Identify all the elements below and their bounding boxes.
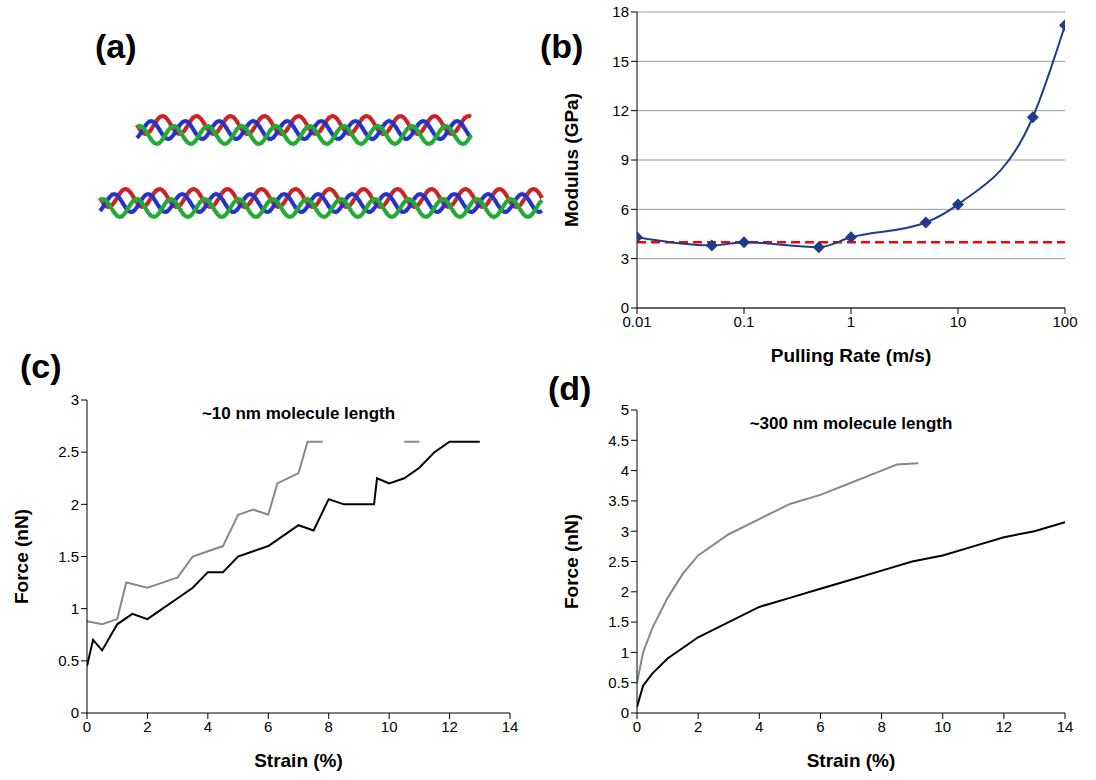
svg-text:4: 4	[204, 718, 212, 735]
svg-text:100: 100	[1052, 313, 1077, 330]
svg-text:Force (nN): Force (nN)	[11, 509, 32, 604]
svg-text:1.5: 1.5	[58, 548, 79, 565]
svg-text:8: 8	[877, 718, 885, 735]
svg-text:0.01: 0.01	[622, 312, 652, 330]
svg-text:0: 0	[621, 704, 629, 721]
svg-text:9: 9	[621, 151, 629, 168]
svg-text:2: 2	[71, 496, 79, 513]
svg-text:4.5: 4.5	[608, 432, 629, 449]
svg-text:14: 14	[1057, 718, 1074, 735]
svg-text:2.5: 2.5	[608, 553, 629, 570]
svg-text:6: 6	[621, 201, 629, 218]
html-text:(b): (b)	[540, 27, 584, 65]
svg-text:2: 2	[143, 718, 151, 735]
svg-text:5: 5	[621, 401, 629, 418]
svg-text:10: 10	[934, 718, 951, 735]
svg-text:2: 2	[694, 718, 702, 735]
svg-text:0.5: 0.5	[58, 652, 79, 669]
html-text:(a): (a)	[95, 27, 137, 65]
svg-text:14: 14	[502, 718, 519, 735]
svg-text:2: 2	[621, 583, 629, 600]
svg-text:8: 8	[325, 718, 333, 735]
svg-text:12: 12	[441, 718, 458, 735]
svg-text:1.5: 1.5	[608, 613, 629, 630]
svg-text:3: 3	[621, 523, 629, 540]
svg-text:0: 0	[71, 704, 79, 721]
svg-text:1: 1	[621, 644, 629, 661]
html-text:(c): (c)	[20, 347, 62, 385]
svg-text:Strain (%): Strain (%)	[254, 750, 343, 771]
svg-text:2.5: 2.5	[58, 443, 79, 460]
svg-text:12: 12	[612, 102, 629, 119]
svg-text:3: 3	[71, 391, 79, 408]
svg-text:12: 12	[996, 718, 1013, 735]
svg-text:0.5: 0.5	[608, 674, 629, 691]
svg-text:6: 6	[264, 718, 272, 735]
svg-text:10: 10	[950, 313, 967, 330]
svg-text:4: 4	[621, 462, 629, 479]
svg-text:15: 15	[612, 53, 629, 70]
html-text:~300 nm molecule length: ~300 nm molecule length	[749, 414, 953, 433]
svg-text:0: 0	[83, 718, 91, 735]
svg-text:18: 18	[612, 3, 629, 20]
svg-text:0: 0	[633, 718, 641, 735]
svg-text:1: 1	[847, 313, 855, 330]
svg-text:Modulus (GPa): Modulus (GPa)	[561, 93, 582, 227]
html-text:(d): (d)	[548, 369, 592, 407]
svg-text:6: 6	[816, 718, 824, 735]
svg-text:3: 3	[621, 250, 629, 267]
html-text:~10 nm molecule length: ~10 nm molecule length	[201, 404, 396, 423]
svg-text:0.1: 0.1	[734, 313, 755, 330]
svg-text:Force (nN): Force (nN)	[561, 514, 582, 609]
svg-text:0: 0	[621, 299, 629, 316]
svg-text:1: 1	[71, 600, 79, 617]
svg-text:10: 10	[381, 718, 398, 735]
svg-text:4: 4	[755, 718, 763, 735]
svg-text:Strain (%): Strain (%)	[807, 750, 896, 771]
svg-text:Pulling Rate (m/s): Pulling Rate (m/s)	[771, 345, 931, 366]
svg-text:3.5: 3.5	[608, 492, 629, 509]
